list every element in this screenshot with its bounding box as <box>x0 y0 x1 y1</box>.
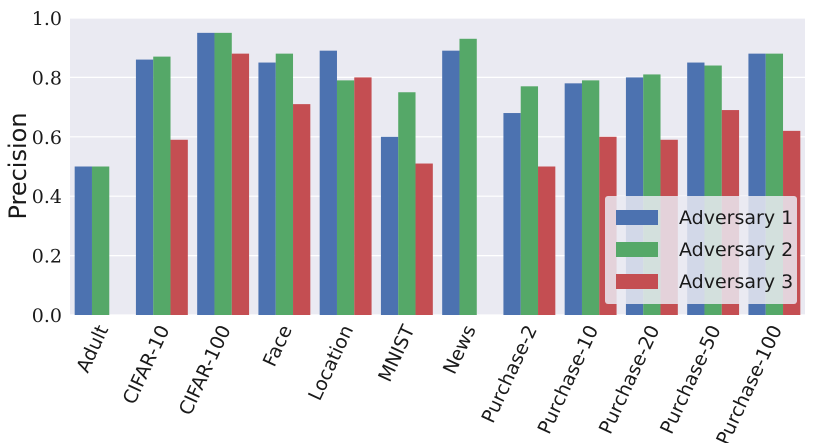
x-tick-label: CIFAR-100 <box>175 322 236 419</box>
x-tick-label: Face <box>259 322 297 370</box>
bar-purchase-10-s1 <box>564 83 582 315</box>
legend-swatch <box>616 210 658 225</box>
y-tick-label: 1.0 <box>32 8 62 30</box>
legend-label: Adversary 2 <box>679 239 793 261</box>
y-tick-label: 0.2 <box>32 246 62 268</box>
bar-face-s2 <box>275 53 294 315</box>
y-tick-label: 0.4 <box>32 186 62 208</box>
x-tick-label: Adult <box>72 322 113 376</box>
x-tick-label: Purchase-2 <box>477 322 541 427</box>
legend-swatch <box>616 274 658 289</box>
bar-adult-s2 <box>91 166 110 315</box>
bar-cifar-100-s2 <box>214 32 232 315</box>
x-tick-label: Purchase-10 <box>534 322 604 438</box>
x-tick-label: Purchase-50 <box>656 322 726 438</box>
x-tick-label: Purchase-20 <box>595 322 665 438</box>
y-tick-labels: 0.0 0.2 0.4 0.6 0.8 1.0 <box>32 8 62 327</box>
bar-purchase-2-s2 <box>520 86 539 315</box>
bar-news-s1 <box>442 50 460 316</box>
bar-purchase-2-s1 <box>503 113 521 315</box>
bar-mnist-s3 <box>415 163 433 315</box>
bar-cifar-10-s2 <box>153 56 171 316</box>
y-tick-label: 0.8 <box>32 67 62 89</box>
x-tick-label: Purchase-100 <box>712 322 787 443</box>
bar-purchase-2-s3 <box>538 166 556 315</box>
bar-cifar-100-s1 <box>197 32 215 315</box>
bar-mnist-s1 <box>380 136 399 315</box>
bar-purchase-10-s2 <box>581 80 600 316</box>
bar-location-s1 <box>319 50 337 316</box>
bar-face-s1 <box>258 62 276 315</box>
legend-label: Adversary 1 <box>679 207 793 229</box>
bar-cifar-100-s3 <box>231 53 250 315</box>
legend-label: Adversary 3 <box>679 271 793 293</box>
grid-lines <box>70 17 805 316</box>
bar-face-s3 <box>293 104 311 315</box>
legend: Adversary 1 Adversary 2 Adversary 3 <box>605 196 797 304</box>
x-tick-label: Location <box>304 322 358 404</box>
bar-news-s2 <box>459 38 477 315</box>
x-tick-label: MNIST <box>374 321 419 385</box>
x-tick-label: News <box>439 322 481 378</box>
x-tick-labels: Adult CIFAR-10 CIFAR-100 Face Location MNIST N… <box>72 321 787 443</box>
legend-swatch <box>616 242 658 257</box>
y-tick-label: 0.0 <box>32 305 62 327</box>
bar-location-s3 <box>354 77 372 316</box>
x-tick-label: CIFAR-10 <box>119 322 175 408</box>
bar-adult-s1 <box>74 166 92 315</box>
y-axis-title: Precision <box>4 112 32 219</box>
bar-mnist-s2 <box>398 92 416 315</box>
bar-location-s2 <box>336 80 355 316</box>
bar-cifar-10-s1 <box>135 59 154 315</box>
y-tick-label: 0.6 <box>32 127 62 149</box>
bar-cifar-10-s3 <box>170 139 188 315</box>
